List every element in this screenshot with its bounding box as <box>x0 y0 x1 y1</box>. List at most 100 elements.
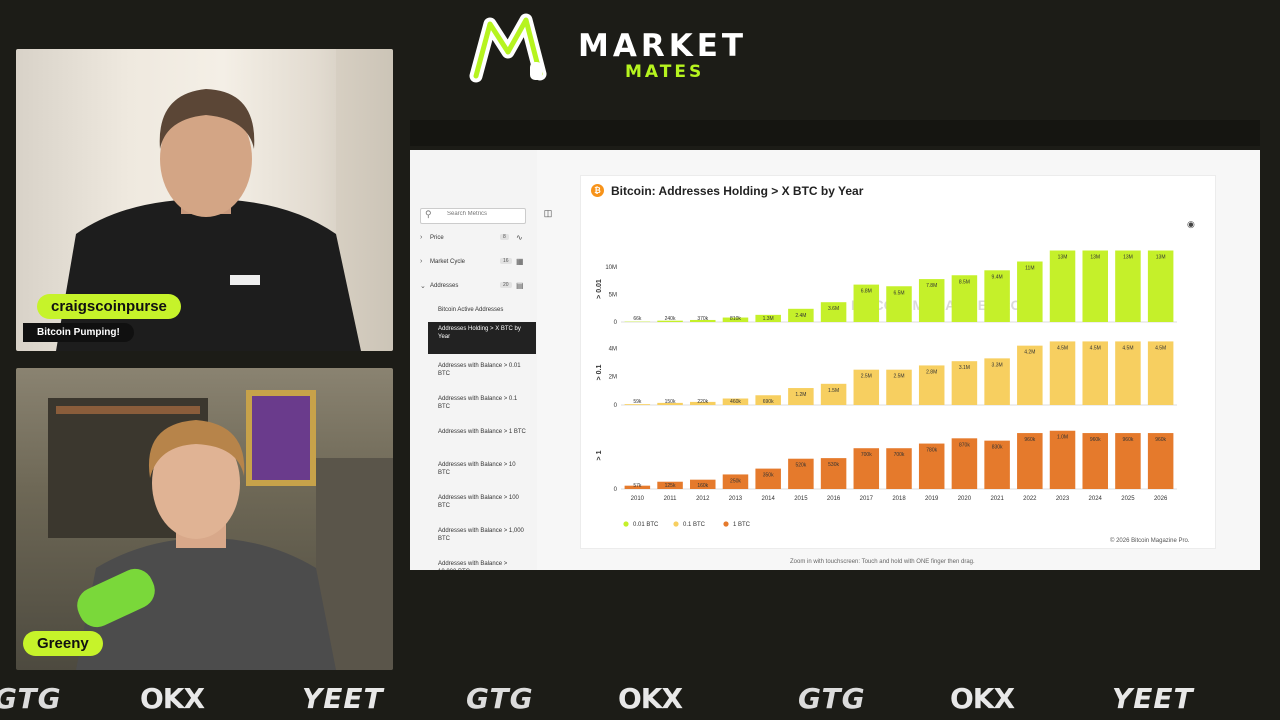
x-tick-label: 2012 <box>696 496 710 502</box>
nav-item-addresses[interactable]: ⌄ Addresses 20 ▤ <box>420 280 530 294</box>
legend-label: 0.01 BTC <box>633 522 659 528</box>
sidebar-item-balance-1[interactable]: Addresses with Balance > 1 BTC <box>438 429 526 435</box>
data-label: 690k <box>763 399 774 405</box>
sponsor-logo: YEET <box>302 682 384 715</box>
bar-2-2017 <box>853 448 880 489</box>
bar-0-2018 <box>886 286 912 322</box>
nav-item-label: Price <box>430 235 444 241</box>
sidebar-item-balance-0-01[interactable]: Addresses with Balance > 0.01 BTC <box>438 363 521 377</box>
host-2-name-tag: Greeny <box>23 631 103 656</box>
chart-credit: © 2026 Bitcoin Magazine Pro. <box>1110 538 1190 544</box>
x-tick-label: 2013 <box>729 496 743 502</box>
x-tick-label: 2019 <box>925 496 939 502</box>
data-label: 810k <box>730 316 741 322</box>
chevron-right-icon: › <box>420 258 423 265</box>
sidebar-item-active-addresses[interactable]: Bitcoin Active Addresses <box>438 307 504 313</box>
nav-item-count: 20 <box>500 282 512 288</box>
bitcoin-icon: ₿ <box>591 184 604 197</box>
data-label: 13M <box>1123 255 1133 261</box>
chevron-right-icon: › <box>420 234 423 241</box>
y-tick-label: 0 <box>614 320 618 326</box>
data-label: 220k <box>697 399 708 405</box>
host-2-figure <box>48 390 393 670</box>
data-label: 11M <box>1025 266 1034 272</box>
data-label: 240k <box>665 316 676 322</box>
nav-item-market-cycle[interactable]: › Market Cycle 16 ▦ <box>420 256 530 270</box>
data-label: 520k <box>795 463 806 469</box>
bar-1-2010 <box>624 404 651 405</box>
data-label: 3.6M <box>828 306 839 312</box>
bar-1-2017 <box>853 369 880 405</box>
data-label: 59k <box>633 399 642 405</box>
bar-1-2011 <box>657 402 683 405</box>
metrics-sidebar: ⚲ › Price 8 ∿ › Market Cycle 16 ▦ ⌄ Addr… <box>410 150 537 570</box>
sidebar-item-balance-10000[interactable]: Addresses with Balance > 10,000 BTC <box>438 561 508 570</box>
sidebar-toggle-icon[interactable]: ◫ <box>543 208 553 218</box>
data-label: 870k <box>959 442 970 448</box>
data-label: 2.4M <box>795 313 806 319</box>
sponsor-logo: GTG <box>466 682 534 715</box>
x-tick-label: 2011 <box>664 496 678 502</box>
data-label: 960k <box>1024 437 1035 443</box>
x-tick-label: 2017 <box>860 496 874 502</box>
bar-0-2022 <box>1017 261 1043 322</box>
logo-market-text: MARKET <box>578 28 748 64</box>
data-label: 350k <box>763 473 774 479</box>
sidebar-item-balance-10[interactable]: Addresses with Balance > 10 BTC <box>438 462 516 476</box>
zoom-instructions: Zoom in with touchscreen: Touch and hold… <box>790 559 975 565</box>
sidebar-item-addresses-holding-by-year[interactable]: Addresses Holding > X BTC by Year <box>428 322 536 354</box>
x-tick-label: 2015 <box>794 496 808 502</box>
bar-1-2024 <box>1082 341 1108 405</box>
x-tick-label: 2022 <box>1023 496 1037 502</box>
sponsor-logo: GTG <box>798 682 866 715</box>
bar-1-2018 <box>886 369 912 405</box>
sponsor-logo: OKX <box>140 682 205 715</box>
bar-2-2019 <box>918 443 945 489</box>
bar-2-2016 <box>820 458 847 489</box>
data-label: 2.5M <box>893 374 904 380</box>
data-label: 6.5M <box>893 290 904 296</box>
x-tick-label: 2023 <box>1056 496 1070 502</box>
bar-1-2019 <box>918 365 945 405</box>
data-label: 4.5M <box>1090 345 1101 351</box>
bar-2-2026 <box>1147 433 1174 489</box>
chart-svg[interactable]: BITCOIN MAGAZINE PRO05M10M> 0.0166k240k3… <box>581 206 1215 546</box>
data-label: 780k <box>926 448 937 454</box>
sidebar-item-balance-1000[interactable]: Addresses with Balance > 1,000 BTC <box>438 528 524 542</box>
search-box[interactable]: ⚲ <box>420 208 526 224</box>
sponsor-ticker: GTG OKX YEET GTG OKX GTG OKX YEET <box>0 682 1280 720</box>
sidebar-item-balance-0-1[interactable]: Addresses with Balance > 0.1 BTC <box>438 396 518 410</box>
nav-item-count: 16 <box>500 258 512 264</box>
data-label: 160k <box>697 483 708 489</box>
bar-2-2020 <box>951 438 978 489</box>
x-tick-label: 2020 <box>958 496 972 502</box>
nav-item-label: Addresses <box>430 283 459 289</box>
bar-0-2012 <box>690 319 716 322</box>
camera-icon[interactable]: ◉ <box>1187 219 1195 229</box>
data-label: 830k <box>992 445 1003 451</box>
bar-2-2023 <box>1049 430 1076 489</box>
data-label: 1.3M <box>763 316 774 322</box>
data-label: 3.3M <box>992 362 1003 368</box>
nav-item-label: Market Cycle <box>430 259 466 265</box>
bar-1-2015 <box>788 388 814 405</box>
data-label: 370k <box>697 316 708 322</box>
data-label: 8.5M <box>959 279 970 285</box>
data-label: 3.1M <box>959 365 970 371</box>
search-input[interactable] <box>447 211 523 217</box>
data-label: 4.5M <box>1122 345 1133 351</box>
bar-0-2016 <box>820 302 847 322</box>
bar-1-2012 <box>690 401 716 405</box>
sidebar-item-balance-100[interactable]: Addresses with Balance > 100 BTC <box>438 495 519 509</box>
bar-1-2026 <box>1147 341 1174 405</box>
y-tick-label: 5M <box>609 293 617 299</box>
data-label: 250k <box>730 478 741 484</box>
y-axis-label: > 0.1 <box>596 365 603 381</box>
nav-item-price[interactable]: › Price 8 ∿ <box>420 232 530 246</box>
bar-2-2025 <box>1115 433 1141 489</box>
bar-0-2021 <box>984 270 1010 322</box>
sponsor-logo: GTG <box>0 682 62 715</box>
x-tick-label: 2024 <box>1089 496 1103 502</box>
search-icon: ⚲ <box>425 209 432 219</box>
chart-title: Bitcoin: Addresses Holding > X BTC by Ye… <box>611 184 864 198</box>
